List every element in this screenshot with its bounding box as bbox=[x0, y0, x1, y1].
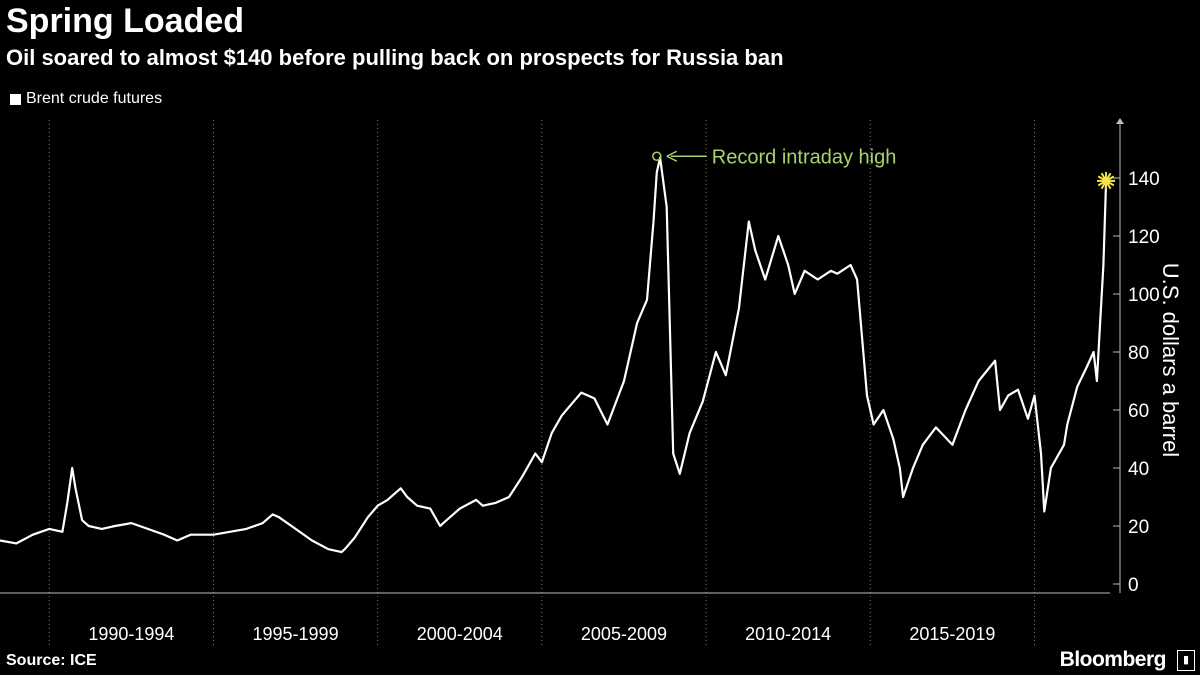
y-tick-label-140: 140 bbox=[1128, 169, 1160, 190]
bloomberg-logo: Bloomberg bbox=[1059, 648, 1167, 671]
x-tick-label-1995-1999: 1995-1999 bbox=[253, 624, 339, 644]
x-tick-label-1990-1994: 1990-1994 bbox=[88, 624, 174, 644]
latest-price-marker bbox=[1102, 176, 1111, 185]
y-tick-label-100: 100 bbox=[1128, 285, 1160, 306]
legend: Brent crude futures bbox=[10, 90, 162, 108]
source-note: Source: ICE bbox=[6, 652, 97, 669]
y-tick-label-80: 80 bbox=[1128, 343, 1149, 364]
annotation-label: Record intraday high bbox=[712, 146, 897, 168]
legend-swatch bbox=[10, 93, 21, 105]
chart-subtitle: Oil soared to almost $140 before pulling… bbox=[6, 45, 784, 70]
x-tick-label-2005-2009: 2005-2009 bbox=[581, 624, 667, 644]
legend-label: Brent crude futures bbox=[26, 90, 163, 107]
annotation-arrow-head bbox=[666, 150, 678, 162]
series-line-brent bbox=[0, 156, 1108, 554]
y-axis-label: U.S. dollars a barrel bbox=[1158, 262, 1183, 458]
y-tick-label-20: 20 bbox=[1128, 517, 1149, 538]
annotation-circle bbox=[652, 151, 662, 161]
y-tick-label-60: 60 bbox=[1128, 401, 1149, 422]
y-axis-arrow bbox=[1116, 118, 1124, 124]
bloomberg-chart-icon: ▮ bbox=[1177, 650, 1195, 671]
x-tick-label-2015-2019: 2015-2019 bbox=[909, 624, 995, 644]
y-tick-label-120: 120 bbox=[1128, 227, 1160, 248]
y-tick-label-0: 0 bbox=[1128, 575, 1139, 596]
x-tick-label-2010-2014: 2010-2014 bbox=[745, 624, 831, 644]
chart-title: Spring Loaded bbox=[6, 2, 244, 40]
y-tick-label-40: 40 bbox=[1128, 459, 1149, 480]
x-tick-label-2000-2004: 2000-2004 bbox=[417, 624, 503, 644]
